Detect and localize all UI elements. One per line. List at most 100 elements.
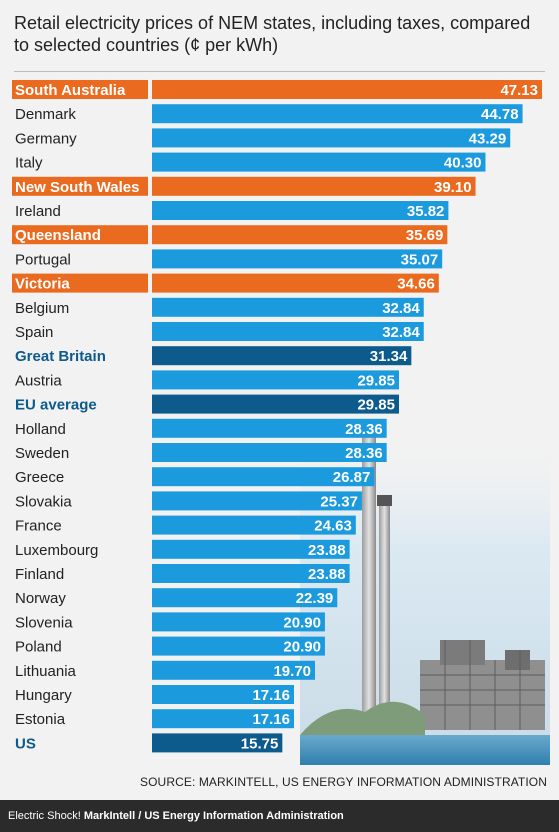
bar-portugal	[152, 249, 443, 269]
bar-germany	[152, 128, 511, 148]
category-label-austria: Austria	[15, 372, 62, 389]
category-label-victoria: Victoria	[15, 276, 70, 293]
value-label-italy: 40.30	[444, 155, 482, 172]
value-label-queensland: 35.69	[406, 227, 444, 244]
chart-title: Retail electricity prices of NEM states,…	[14, 13, 531, 55]
bar-luxembourg	[152, 539, 350, 559]
bar-holland	[152, 418, 387, 438]
value-label-norway: 22.39	[296, 590, 334, 607]
chart-card: Retail electricity prices of NEM states,…	[0, 0, 559, 800]
bar-hungary	[152, 685, 294, 704]
category-label-italy: Italy	[15, 155, 43, 172]
caption-credit: MarkIntell / US Energy Information Admin…	[83, 810, 344, 822]
plant-building-upper	[440, 640, 485, 665]
category-label-us: US	[15, 735, 36, 752]
value-label-south-australia: 47.13	[500, 82, 538, 99]
value-label-victoria: 34.66	[397, 276, 435, 293]
category-label-spain: Spain	[15, 324, 53, 341]
value-label-france: 24.63	[314, 518, 352, 535]
smokestack-short	[379, 495, 390, 720]
plant-building-main	[420, 660, 545, 730]
bar-eu-average	[152, 394, 400, 414]
category-label-ireland: Ireland	[15, 203, 61, 220]
value-label-spain: 32.84	[382, 324, 420, 341]
value-label-new-south-wales: 39.10	[434, 179, 472, 196]
category-label-belgium: Belgium	[15, 300, 69, 317]
bar-sweden	[152, 443, 387, 462]
category-label-finland: Finland	[15, 566, 64, 583]
source-note: SOURCE: MARKINTELL, US ENERGY INFORMATIO…	[140, 775, 547, 789]
bar-italy	[152, 152, 486, 172]
caption-bar: Electric Shock! MarkIntell / US Energy I…	[0, 800, 559, 832]
category-label-south-australia: South Australia	[15, 82, 126, 99]
bar-poland	[152, 636, 325, 656]
bar-new-south-wales	[152, 176, 476, 196]
value-label-sweden: 28.36	[345, 445, 383, 462]
category-label-sweden: Sweden	[15, 445, 69, 462]
category-label-estonia: Estonia	[15, 711, 66, 728]
value-label-great-britain: 31.34	[370, 348, 408, 365]
value-label-hungary: 17.16	[252, 687, 290, 704]
plant-building-tower	[505, 650, 530, 670]
category-label-queensland: Queensland	[15, 227, 101, 244]
bar-victoria	[152, 273, 439, 293]
value-label-germany: 43.29	[469, 130, 507, 147]
value-label-belgium: 32.84	[382, 300, 420, 317]
category-label-eu-average: EU average	[15, 397, 97, 414]
bars-layer: South Australia 47.13 Denmark 44.78 Germany 4…	[12, 80, 542, 753]
smokestack-short-cap	[377, 495, 392, 506]
category-label-new-south-wales: New South Wales	[15, 179, 139, 196]
value-label-eu-average: 29.85	[357, 397, 395, 414]
label-band-south-australia	[12, 80, 148, 99]
category-label-denmark: Denmark	[15, 106, 76, 123]
category-label-norway: Norway	[15, 590, 66, 607]
label-band-new-south-wales	[12, 176, 148, 196]
label-band-queensland	[12, 225, 148, 245]
category-label-holland: Holland	[15, 421, 66, 438]
category-label-great-britain: Great Britain	[15, 348, 106, 365]
label-band-victoria	[12, 273, 148, 293]
category-label-slovenia: Slovenia	[15, 614, 73, 631]
bar-france	[152, 515, 356, 535]
value-label-austria: 29.85	[357, 372, 395, 389]
category-label-france: France	[15, 518, 62, 535]
value-label-luxembourg: 23.88	[308, 542, 346, 559]
value-label-finland: 23.88	[308, 566, 346, 583]
value-label-lithuania: 19.70	[273, 663, 311, 680]
value-label-portugal: 35.07	[401, 251, 439, 268]
bar-norway	[152, 588, 338, 608]
bar-great-britain	[152, 346, 412, 366]
power-plant-illustration	[300, 420, 550, 765]
bar-lithuania	[152, 660, 316, 680]
bar-denmark	[152, 104, 523, 124]
value-label-slovenia: 20.90	[283, 614, 321, 631]
smokestack-tall	[362, 420, 376, 720]
value-label-greece: 26.87	[333, 469, 371, 486]
value-label-ireland: 35.82	[407, 203, 445, 220]
bar-slovenia	[152, 612, 325, 632]
category-label-portugal: Portugal	[15, 251, 71, 268]
value-label-poland: 20.90	[283, 639, 321, 656]
bar-south-australia	[152, 80, 542, 99]
bar-belgium	[152, 297, 424, 317]
bar-chart: South Australia 47.13 Denmark 44.78 Germany 4…	[12, 80, 550, 765]
bar-spain	[152, 322, 424, 341]
bar-slovakia	[152, 491, 362, 511]
bar-ireland	[152, 201, 449, 220]
value-label-denmark: 44.78	[481, 106, 519, 123]
category-label-hungary: Hungary	[15, 687, 72, 704]
water	[300, 735, 550, 765]
category-label-lithuania: Lithuania	[15, 663, 77, 680]
bar-us	[152, 733, 283, 753]
value-label-estonia: 17.16	[252, 711, 290, 728]
bar-finland	[152, 564, 350, 583]
value-label-holland: 28.36	[345, 421, 383, 438]
category-label-slovakia: Slovakia	[15, 493, 72, 510]
bar-greece	[152, 467, 375, 487]
category-label-greece: Greece	[15, 469, 64, 486]
bar-estonia	[152, 709, 294, 729]
trees	[300, 701, 425, 740]
category-label-poland: Poland	[15, 639, 62, 656]
bar-queensland	[152, 225, 448, 245]
bar-austria	[152, 370, 400, 390]
